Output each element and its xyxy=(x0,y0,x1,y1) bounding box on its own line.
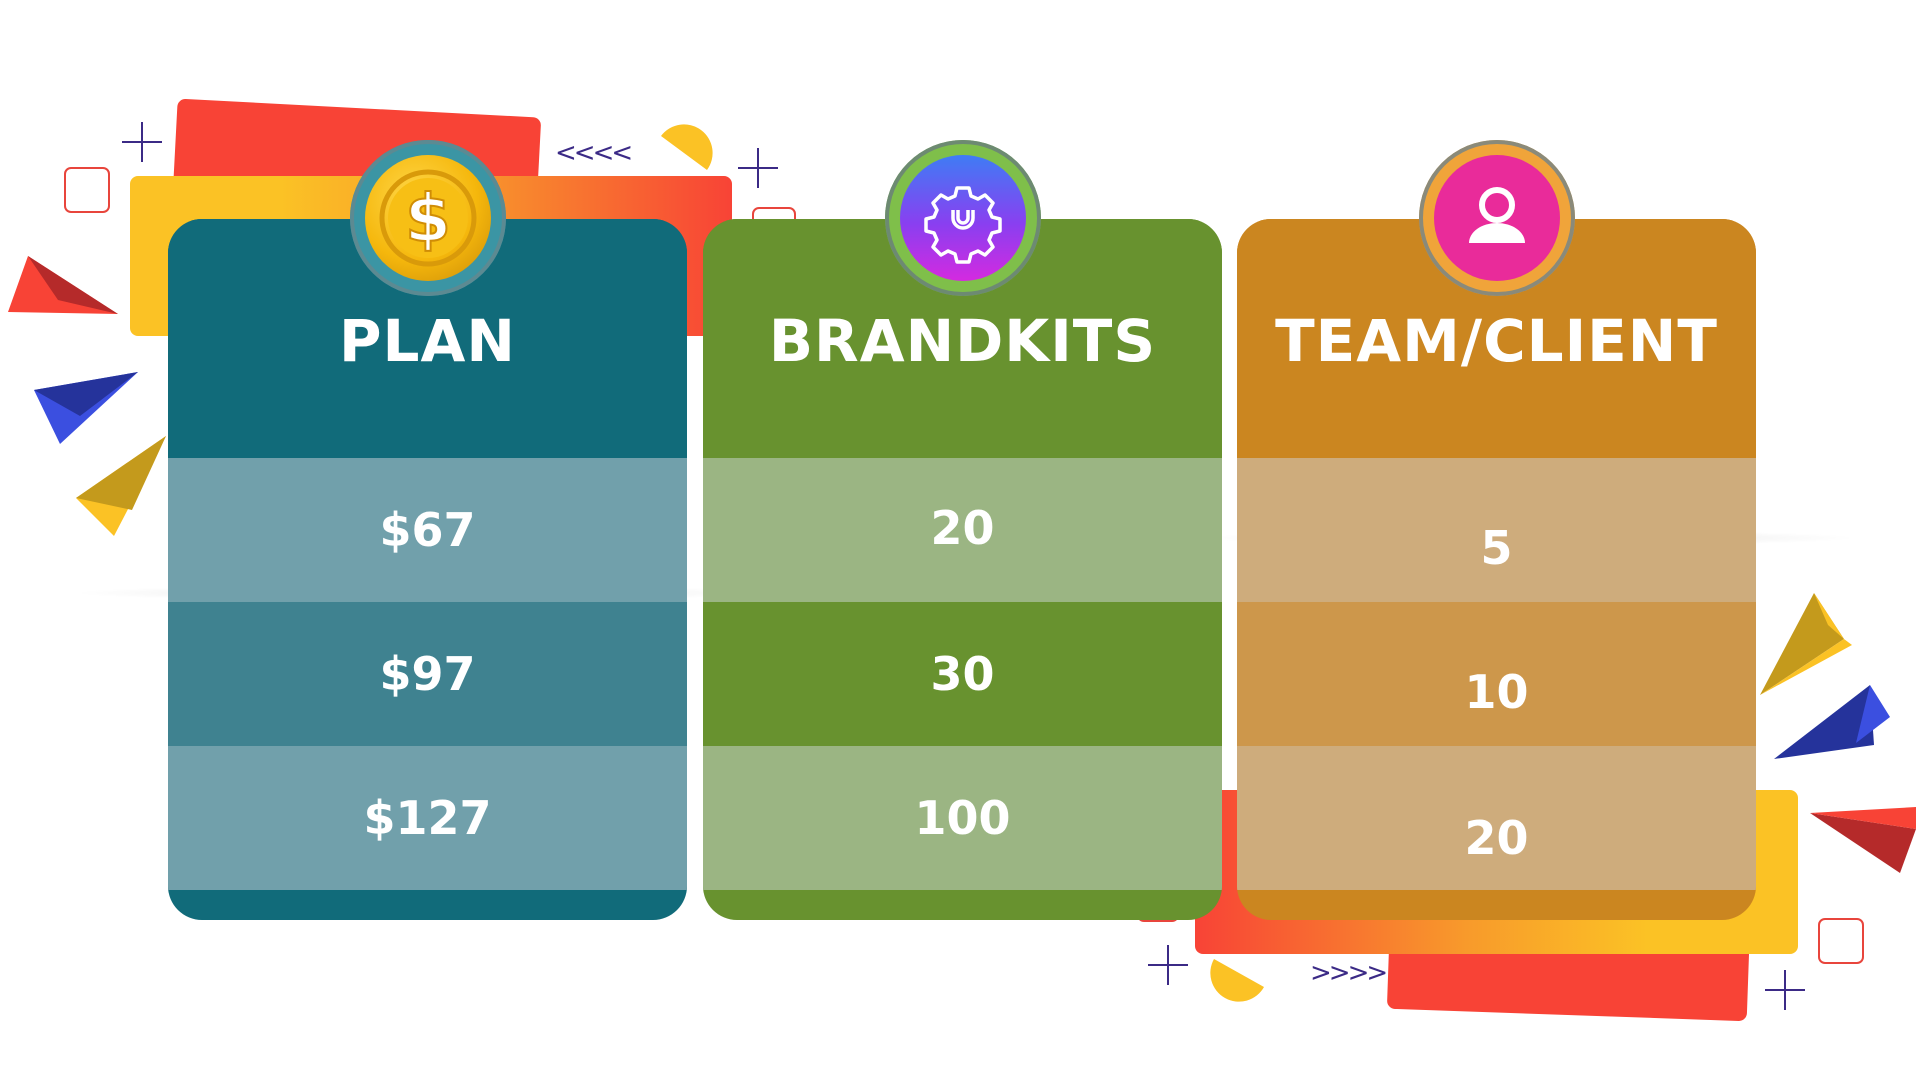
plan-badge: $ xyxy=(350,140,506,296)
plan-row-2: $97 xyxy=(168,602,687,746)
plan-column: PLAN $67 $97 $127 xyxy=(168,219,687,920)
decorative-half-circle-top xyxy=(661,124,713,170)
chevrons-left-icon: <<<< xyxy=(555,138,633,168)
plus-icon xyxy=(1148,945,1188,985)
decorative-half-circle-bottom xyxy=(1210,959,1264,1002)
plus-icon xyxy=(738,148,778,188)
decorative-outline-square-right xyxy=(1818,918,1864,964)
plan-column-title: PLAN xyxy=(339,307,516,375)
team-client-row-1: 5 xyxy=(1237,458,1756,602)
plus-icon xyxy=(122,122,162,162)
plan-row-1: $67 xyxy=(168,458,687,602)
decorative-confetti-left xyxy=(8,256,166,536)
user-profile-icon xyxy=(1434,155,1560,281)
brandkits-column-title: BRANDKITS xyxy=(768,307,1157,375)
decorative-outline-square-left xyxy=(64,167,110,213)
team-client-column: TEAM/CLIENT 5 10 20 xyxy=(1237,219,1756,920)
brandkits-row-1: 20 xyxy=(703,458,1222,602)
brandkits-row-3: 100 xyxy=(703,746,1222,890)
brandkits-badge xyxy=(885,140,1041,296)
svg-text:$: $ xyxy=(405,180,451,257)
gear-settings-icon xyxy=(900,155,1026,281)
plus-icon xyxy=(1765,970,1805,1010)
team-client-row-2: 10 xyxy=(1237,602,1756,746)
team-client-column-title: TEAM/CLIENT xyxy=(1275,307,1718,375)
chevrons-right-icon: >>>> xyxy=(1310,958,1388,988)
team-client-badge xyxy=(1419,140,1575,296)
brandkits-row-2: 30 xyxy=(703,602,1222,746)
brandkits-column: BRANDKITS 20 30 100 xyxy=(703,219,1222,920)
team-client-row-3: 20 xyxy=(1237,746,1756,890)
decorative-confetti-right xyxy=(1760,593,1916,873)
dollar-coin-icon: $ xyxy=(365,155,491,281)
plan-row-3: $127 xyxy=(168,746,687,890)
